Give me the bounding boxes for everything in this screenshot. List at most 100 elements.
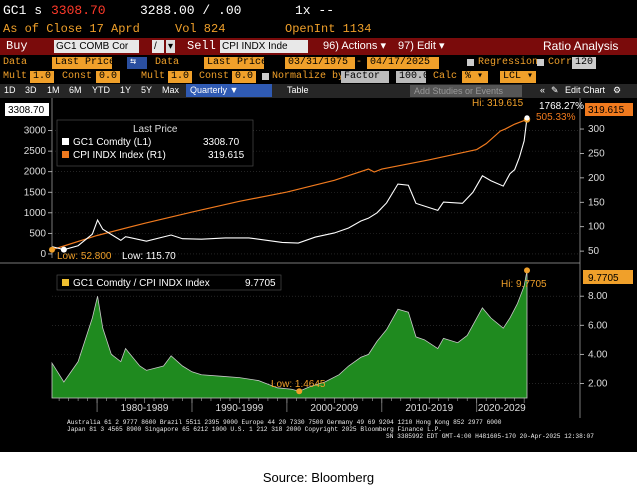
data-params: Data Last Price ⇆ Data Last Price 03/31/… (0, 56, 637, 70)
period-ytd[interactable]: YTD (92, 85, 110, 95)
corr-label: Corr (548, 57, 573, 68)
corr-checkbox[interactable] (537, 59, 544, 66)
legend-gold-value: 3308.70 (203, 137, 240, 148)
add-studies-input[interactable]: Add Studies or Events (410, 85, 522, 97)
date-dash: - (356, 57, 363, 68)
start-date-field[interactable]: 03/31/1975 (285, 57, 355, 69)
legend-heading: Last Price (133, 124, 178, 135)
legend-gold-label: GC1 Comdty (L1) (73, 137, 151, 148)
period-1y[interactable]: 1Y (120, 85, 132, 95)
right-tick-label: 200 (588, 173, 605, 184)
const1-label: Const (62, 71, 93, 82)
operator-dropdown-icon[interactable]: ▾ (166, 40, 175, 53)
as-of-close: As of Close 17 Aprd (3, 22, 140, 36)
right-tick-label: 250 (588, 148, 605, 159)
x-tick-label: 2020-2029 (478, 403, 526, 414)
scaling-params: Mult 1.0 Const 0.0 Mult 1.0 Const 0.0 No… (0, 70, 637, 84)
hi-ratio-marker (524, 267, 530, 274)
period-1d[interactable]: 1D (4, 85, 16, 95)
data2-label: Data (155, 57, 180, 68)
source-caption: Source: Bloomberg (262, 470, 375, 485)
gold-last-marker (524, 115, 530, 121)
calc-select[interactable]: % ▾ (462, 71, 488, 83)
left-tick-label: 1500 (24, 187, 47, 198)
ratio-area-series (51, 270, 528, 399)
chart-toolbar: 1D 3D 1M 6M YTD 1Y 5Y Max Quarterly ▼ Ta… (0, 84, 637, 98)
upper-legend: Last Price GC1 Comdty (L1) 3308.70 CPI I… (56, 119, 254, 167)
cpi-last-tag: 319.615 (588, 105, 625, 116)
footer-line-2: Japan 81 3 4565 8900 Singapore 65 6212 1… (67, 426, 443, 433)
bloomberg-terminal: GC1 s 3308.70 3288.00 / .00 1x -- As of … (0, 0, 637, 452)
edit-menu[interactable]: 97) Edit ▾ (398, 40, 445, 52)
price-range: 3288.00 / .00 (140, 3, 242, 18)
table-button[interactable]: Table (287, 85, 309, 95)
period-6m[interactable]: 6M (69, 85, 82, 95)
sell-security-field[interactable]: CPI INDX Inde (220, 40, 308, 53)
axis-labels: 0 500 1000 1500 2000 2500 3000 50 100 150 200 250 30… (24, 124, 608, 414)
left-tick-label: 3000 (24, 126, 47, 137)
low-ratio-annotation: Low: 1.4645 (271, 379, 326, 390)
period-5y[interactable]: 5Y (141, 85, 153, 95)
last-price: 3308.70 (51, 3, 106, 18)
x-tick-label: 2010-2019 (405, 403, 453, 414)
regression-checkbox[interactable] (467, 59, 474, 66)
low-gold-marker (60, 246, 67, 253)
const2-field[interactable]: 0.0 (232, 71, 256, 83)
quote-subheader: As of Close 17 Aprd Vol 824 OpenInt 1134 (0, 22, 637, 38)
buy-security-field[interactable]: GC1 COMB Cor (54, 40, 139, 53)
gold-last-tag-bg (5, 103, 49, 116)
gold-swatch (62, 138, 69, 145)
edit-chart-button[interactable]: Edit Chart (565, 85, 606, 95)
right-tick-label: 6.00 (588, 320, 608, 331)
right-tick-label: 4.00 (588, 349, 608, 360)
mult2-label: Mult (141, 71, 166, 82)
actions-menu[interactable]: 96) Actions ▾ (323, 40, 386, 52)
low-cpi-annotation: Low: 115.70 (122, 251, 176, 262)
factor-field[interactable]: 100.0 (396, 71, 429, 83)
page-title: Ratio Analysis (543, 39, 619, 53)
ratio-swatch (62, 279, 69, 286)
data1-select[interactable]: Last Price (52, 57, 115, 69)
period-max[interactable]: Max (162, 85, 180, 95)
hi-ratio-annotation: Hi: 9.7705 (501, 279, 547, 290)
gear-icon[interactable]: ⚙ (613, 85, 622, 95)
end-date-field[interactable]: 04/17/2025 (367, 57, 439, 69)
sell-label: Sell (187, 39, 216, 53)
collapse-chevrons-icon[interactable]: « (540, 85, 546, 95)
low-ratio-marker (296, 388, 303, 395)
mult1-field[interactable]: 1.0 (30, 71, 54, 83)
volume: Vol 824 (175, 22, 226, 36)
right-tick-label: 150 (588, 197, 605, 208)
gold-line-series (51, 117, 528, 251)
legend-cpi-value: 319.615 (208, 150, 245, 161)
const2-label: Const (199, 71, 230, 82)
data1-label: Data (3, 57, 28, 68)
data2-select[interactable]: Last Price (204, 57, 267, 69)
gold-last-tag: 3308.70 (8, 105, 45, 116)
lower-legend: GC1 Comdty / CPI INDX Index 9.7705 (56, 274, 282, 291)
action-bar: Buy GC1 COMB Cor / ▾ Sell CPI INDX Inde … (0, 38, 637, 55)
regression-label: Regression (478, 57, 539, 68)
normalize-select[interactable]: Factor (341, 71, 389, 83)
scale-select[interactable]: LCL ▾ (500, 71, 536, 83)
hi-cpi-annotation: Hi: 319.615 (472, 98, 524, 109)
cpi-pct-change: 505.33% (536, 112, 576, 123)
pencil-icon[interactable]: ✎ (551, 85, 559, 95)
frequency-select[interactable]: Quarterly ▼ (186, 84, 272, 97)
swap-arrow-icon[interactable]: ⇆ (127, 57, 147, 69)
period-1m[interactable]: 1M (47, 85, 60, 95)
ratio-chart: 0 500 1000 1500 2000 2500 3000 50 100 150 200 250 30… (0, 98, 633, 418)
cpi-last-tag-bg (585, 103, 633, 116)
corr-window-field[interactable]: 120 (572, 57, 596, 69)
legend-ratio-label: GC1 Comdty / CPI INDX Index (73, 278, 210, 289)
left-tick-label: 1000 (24, 208, 47, 219)
right-tick-label: 100 (588, 222, 605, 233)
operator-field[interactable]: / (152, 40, 164, 53)
left-tick-label: 2500 (24, 146, 47, 157)
normalize-checkbox[interactable] (262, 73, 269, 80)
period-3d[interactable]: 3D (25, 85, 37, 95)
const1-field[interactable]: 0.0 (96, 71, 120, 83)
left-tick-label: 0 (40, 249, 46, 260)
mult1-label: Mult (3, 71, 28, 82)
mult2-field[interactable]: 1.0 (168, 71, 192, 83)
